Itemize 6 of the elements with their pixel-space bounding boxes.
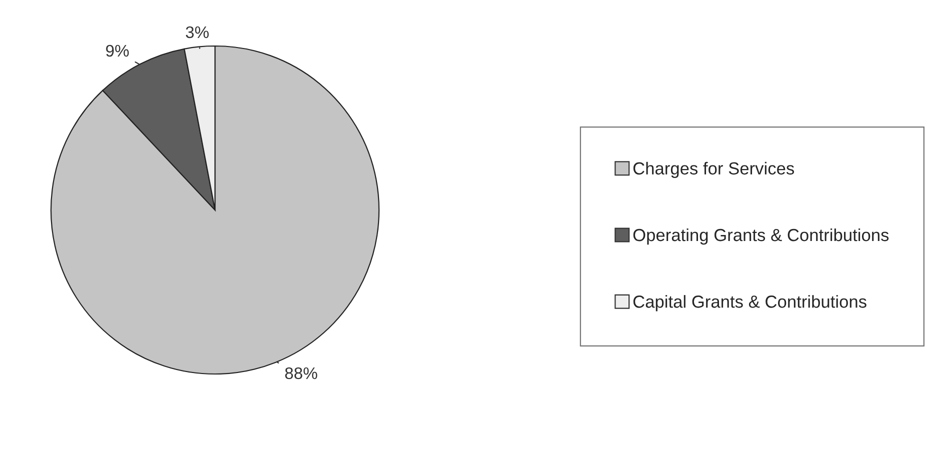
data-label: 3%: [186, 26, 209, 38]
data-label: 88%: [285, 367, 318, 380]
data-label: 9%: [106, 44, 129, 57]
legend-label: Charges for Services: [633, 162, 794, 178]
legend-label: Capital Grants & Contributions: [633, 295, 866, 312]
legend-label: Operating Grants & Contributions: [633, 228, 889, 245]
